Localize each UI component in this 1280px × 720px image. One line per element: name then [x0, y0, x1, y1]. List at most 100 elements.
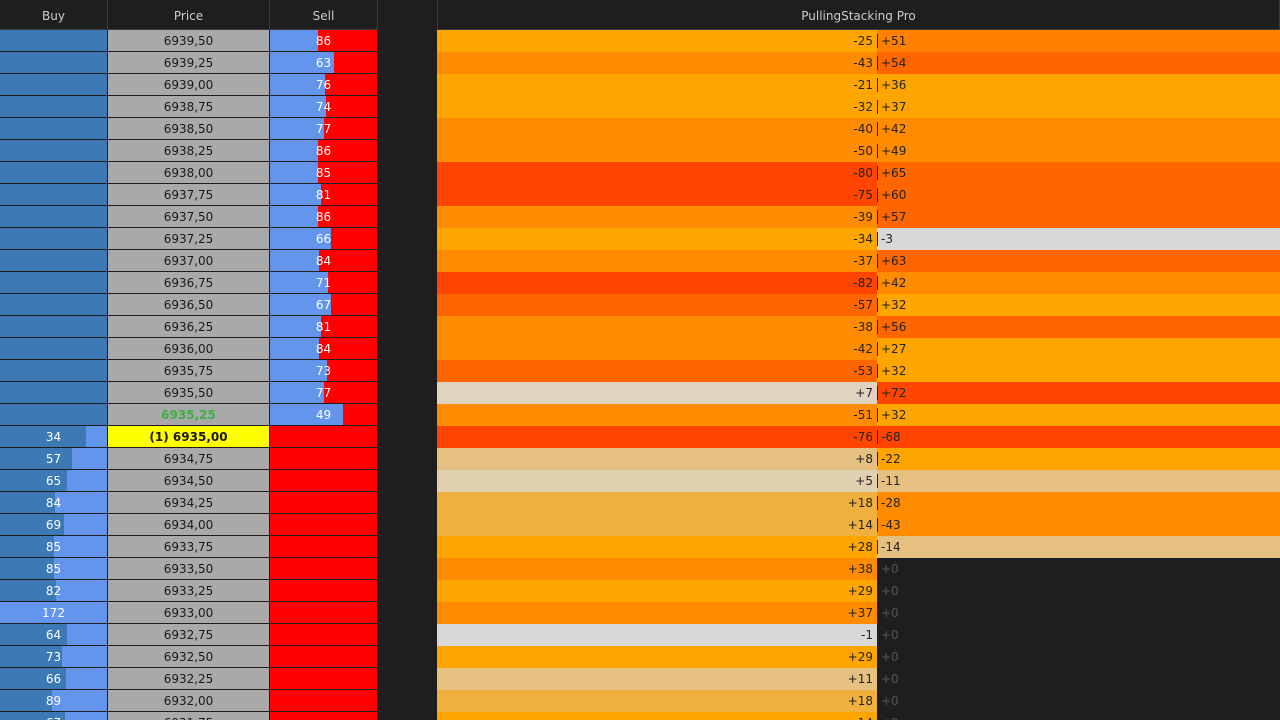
- stack-cell: [877, 536, 1280, 558]
- buy-cell: [0, 140, 107, 161]
- stack-cell: [877, 624, 1280, 646]
- stack-cell: [877, 712, 1280, 720]
- sell-bar: [321, 184, 377, 205]
- stack-value: +0: [877, 580, 899, 602]
- pull-value: -80: [853, 166, 873, 180]
- sell-volume: 74: [315, 100, 332, 114]
- pull-cell: [437, 558, 877, 580]
- sell-volume: 81: [315, 188, 332, 202]
- stack-value: +42: [877, 118, 906, 140]
- pull-value: -38: [853, 320, 873, 334]
- buy-volume: 64: [45, 628, 62, 642]
- stack-cell: [877, 118, 1280, 140]
- pull-value: -75: [853, 188, 873, 202]
- sell-bar: [324, 74, 377, 95]
- pull-cell: [437, 448, 877, 470]
- stack-cell: [877, 162, 1280, 184]
- buy-bar: [85, 426, 107, 447]
- stack-cell: [877, 646, 1280, 668]
- indicator-header: PullingStacking Pro: [437, 0, 1280, 30]
- stack-cell: [877, 338, 1280, 360]
- price-cell: (1) 6935,00: [108, 426, 269, 447]
- price-cell: 6931,75: [108, 712, 269, 720]
- sell-bar: [318, 162, 377, 183]
- sell-volume: 86: [315, 144, 332, 158]
- pull-value: +38: [847, 562, 873, 576]
- buy-bar: [71, 448, 107, 469]
- buy-cell: 66: [0, 668, 107, 689]
- buy-cell: 57: [0, 448, 107, 469]
- pull-value: -53: [853, 364, 873, 378]
- price-cell: 6938,00: [108, 162, 269, 183]
- pull-cell: [437, 96, 877, 118]
- stack-value: +0: [877, 624, 899, 646]
- pull-cell: [437, 426, 877, 448]
- buy-cell: [0, 294, 107, 315]
- sell-cell: [270, 492, 377, 513]
- price-cell: 6935,50: [108, 382, 269, 403]
- buy-cell: [0, 404, 107, 425]
- sell-cell: 86: [270, 30, 377, 51]
- pull-value: -25: [853, 34, 873, 48]
- buy-cell: 64: [0, 624, 107, 645]
- pull-cell: [437, 228, 877, 250]
- price-cell: 6938,25: [108, 140, 269, 161]
- pull-cell: [437, 162, 877, 184]
- pull-cell: [437, 602, 877, 624]
- buy-volume: 65: [45, 474, 62, 488]
- price-cell: 6937,75: [108, 184, 269, 205]
- sell-cell: [270, 580, 377, 601]
- sell-cell: [270, 470, 377, 491]
- sell-cell: [270, 602, 377, 623]
- pull-value: +7: [855, 386, 873, 400]
- sell-cell: 85: [270, 162, 377, 183]
- pull-value: +37: [847, 606, 873, 620]
- price-cell: 6933,00: [108, 602, 269, 623]
- buy-cell: 172: [0, 602, 107, 623]
- buy-cell: [0, 338, 107, 359]
- pull-value: -43: [853, 56, 873, 70]
- sell-cell: [270, 624, 377, 645]
- buy-cell: 82: [0, 580, 107, 601]
- sell-cell: 81: [270, 184, 377, 205]
- price-cell: 6933,50: [108, 558, 269, 579]
- stack-cell: [877, 426, 1280, 448]
- price-header: Price: [108, 0, 270, 30]
- sell-bar: [330, 294, 377, 315]
- stack-value: +0: [877, 646, 899, 668]
- stack-cell: [877, 470, 1280, 492]
- stack-value: -28: [877, 492, 901, 514]
- buy-bar: [64, 514, 107, 535]
- pull-value: +18: [847, 496, 873, 510]
- sell-bar: [321, 316, 377, 337]
- sell-volume: 76: [315, 78, 332, 92]
- buy-cell: [0, 184, 107, 205]
- pull-cell: [437, 118, 877, 140]
- sell-cell: [270, 668, 377, 689]
- sell-bar: [319, 338, 377, 359]
- pull-cell: [437, 52, 877, 74]
- price-cell: 6935,75: [108, 360, 269, 381]
- stack-value: +32: [877, 360, 906, 382]
- sell-cell: 63: [270, 52, 377, 73]
- price-cell: 6936,75: [108, 272, 269, 293]
- pull-value: +5: [855, 474, 873, 488]
- price-cell: 6932,75: [108, 624, 269, 645]
- price-cell: 6937,50: [108, 206, 269, 227]
- buy-volume: 82: [45, 584, 62, 598]
- buy-volume: 85: [45, 562, 62, 576]
- pull-cell: [437, 470, 877, 492]
- stack-value: -3: [877, 228, 893, 250]
- pull-cell: [437, 382, 877, 404]
- sell-cell: 67: [270, 294, 377, 315]
- sell-cell: 86: [270, 140, 377, 161]
- sell-bar: [326, 360, 377, 381]
- buy-cell: [0, 162, 107, 183]
- buy-cell: 85: [0, 558, 107, 579]
- stack-cell: [877, 492, 1280, 514]
- buy-cell: [0, 382, 107, 403]
- stack-value: -43: [877, 514, 901, 536]
- buy-volume: 73: [45, 650, 62, 664]
- pull-cell: [437, 492, 877, 514]
- stack-value: +0: [877, 668, 899, 690]
